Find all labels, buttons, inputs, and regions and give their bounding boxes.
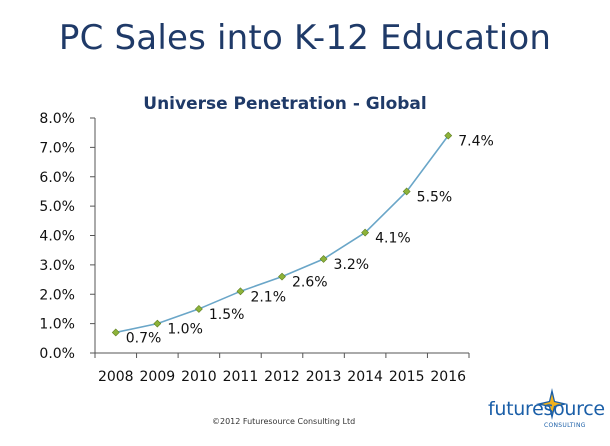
data-point bbox=[444, 131, 453, 140]
data-label: 0.7% bbox=[126, 330, 162, 346]
y-axis: 0.0% 1.0% 2.0% 3.0% 4.0% 5.0% 6.0% 7.0% 8.0% bbox=[39, 111, 96, 362]
y-tick-label: 0.0% bbox=[39, 346, 75, 362]
x-tick-label: 2013 bbox=[306, 369, 342, 385]
y-tick-label: 5.0% bbox=[39, 199, 75, 215]
logo-tagline: CONSULTING bbox=[544, 422, 586, 429]
line-chart: Universe Penetration - Global 0.0% 1.0% 2.… bbox=[39, 94, 494, 385]
x-tick-label: 2011 bbox=[223, 369, 259, 385]
data-label: 7.4% bbox=[458, 134, 494, 150]
data-label: 1.5% bbox=[209, 307, 245, 323]
y-tick-label: 8.0% bbox=[39, 111, 75, 127]
y-tick-label: 1.0% bbox=[39, 317, 75, 333]
x-tick-label: 2016 bbox=[430, 369, 466, 385]
logo-wordmark: futuresource bbox=[488, 398, 605, 420]
x-tick-label: 2010 bbox=[181, 369, 217, 385]
x-tick-label: 2009 bbox=[140, 369, 176, 385]
data-point bbox=[111, 328, 120, 337]
chart-title: Universe Penetration - Global bbox=[143, 94, 426, 114]
data-point bbox=[236, 287, 245, 296]
data-label: 3.2% bbox=[334, 257, 370, 273]
x-tick-label: 2008 bbox=[98, 369, 134, 385]
data-label: 5.5% bbox=[417, 189, 453, 205]
y-tick-label: 4.0% bbox=[39, 229, 75, 245]
data-point bbox=[194, 305, 203, 313]
y-tick-label: 2.0% bbox=[39, 287, 75, 303]
x-tick-label: 2012 bbox=[264, 369, 300, 385]
data-label: 4.1% bbox=[375, 231, 411, 247]
data-point bbox=[402, 187, 411, 196]
data-label: 2.6% bbox=[292, 275, 328, 291]
y-tick-label: 3.0% bbox=[39, 258, 75, 274]
y-tick-label: 7.0% bbox=[39, 140, 75, 156]
data-point bbox=[319, 255, 328, 263]
copyright-text: ©2012 Futuresource Consulting Ltd bbox=[212, 417, 356, 426]
data-point bbox=[361, 228, 370, 237]
data-point bbox=[278, 272, 286, 281]
data-label: 1.0% bbox=[167, 322, 203, 338]
series-penetration: 0.7% 1.0% 1.5% 2.1% 2.6% 3.2% 4.1% 5.5% 7.4% bbox=[111, 131, 494, 346]
logo-star-icon bbox=[536, 388, 568, 420]
data-label: 2.1% bbox=[250, 289, 286, 305]
y-tick-label: 6.0% bbox=[39, 170, 75, 186]
data-point bbox=[153, 319, 162, 328]
x-tick-label: 2015 bbox=[389, 369, 425, 385]
slide-title: PC Sales into K-12 Education bbox=[58, 18, 552, 58]
x-axis: 2008 2009 2010 2011 2012 2013 2014 2015 2016 bbox=[94, 352, 470, 385]
futuresource-logo: futuresource CONSULTING bbox=[488, 386, 605, 434]
x-tick-label: 2014 bbox=[347, 369, 383, 385]
